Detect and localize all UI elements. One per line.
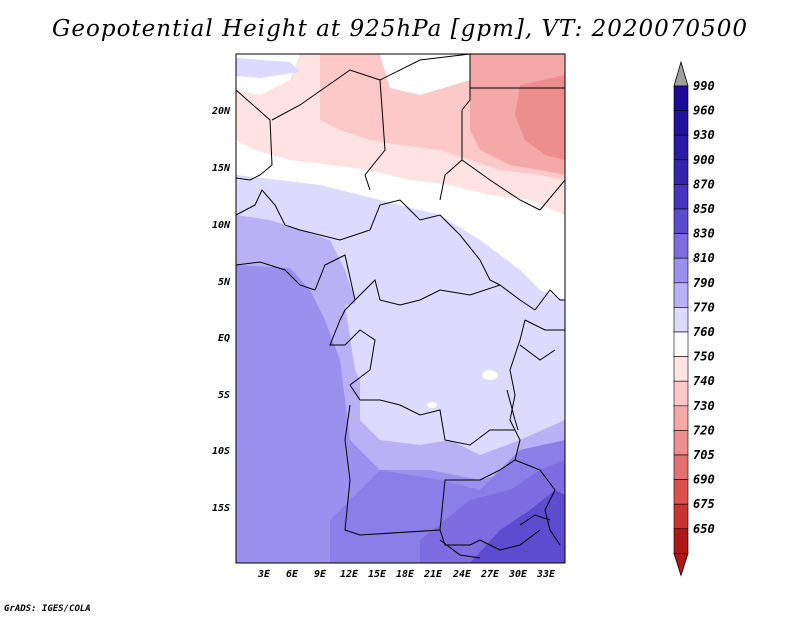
field-760-spot xyxy=(482,370,498,380)
colorbar-label: 900 xyxy=(693,153,715,167)
colorbar-label: 690 xyxy=(693,473,715,487)
colorbar-label: 790 xyxy=(693,276,715,290)
lon-tick-30e: 30E xyxy=(508,569,528,580)
country-borders xyxy=(236,54,565,559)
colorbar-label: 740 xyxy=(693,374,715,388)
colorbar-swatch xyxy=(673,356,689,382)
colorbar-swatch xyxy=(673,282,689,308)
colorbar-label: 705 xyxy=(693,448,715,462)
colorbar-label: 675 xyxy=(693,497,715,511)
colorbar-swatch xyxy=(673,159,689,185)
colorbar-label: 760 xyxy=(693,325,715,339)
lon-tick-3e: 3E xyxy=(257,569,271,580)
field-720 xyxy=(515,75,565,160)
map-frame xyxy=(235,53,566,564)
credit-label: GrADS: IGES/COLA xyxy=(4,604,91,614)
latitude-labels: 20N 15N 10N 5N EQ 5S 10S 15S xyxy=(211,106,231,514)
colorbar: 990 960 930 900 870 850 830 810 790 770 760 750 740 7… xyxy=(673,60,715,577)
lat-tick-20n: 20N xyxy=(211,106,231,117)
colorbar-swatch xyxy=(673,110,689,136)
lat-tick-10s: 10S xyxy=(212,446,230,457)
height-field xyxy=(236,54,565,563)
lat-tick-5n: 5N xyxy=(218,277,231,288)
colorbar-label: 990 xyxy=(693,79,715,93)
lon-tick-21e: 21E xyxy=(423,569,443,580)
colorbar-label: 830 xyxy=(693,227,715,241)
colorbar-swatch xyxy=(673,405,689,431)
lat-tick-15s: 15S xyxy=(212,503,230,514)
lon-tick-9e: 9E xyxy=(314,569,327,580)
field-770-nw xyxy=(236,58,300,78)
lon-tick-24e: 24E xyxy=(452,569,472,580)
colorbar-label: 770 xyxy=(693,300,715,314)
lat-tick-10n: 10N xyxy=(212,220,231,231)
field-870 xyxy=(470,490,565,563)
colorbar-swatch xyxy=(673,430,689,456)
colorbar-top-arrow xyxy=(673,60,689,87)
colorbar-label: 960 xyxy=(693,104,715,118)
colorbar-swatch xyxy=(673,380,689,407)
colorbar-swatch xyxy=(673,184,689,210)
lon-tick-6e: 6E xyxy=(286,569,299,580)
colorbar-swatch xyxy=(673,331,689,357)
colorbar-swatch xyxy=(673,257,689,284)
chart-title: Geopotential Height at 925hPa [gpm], VT:… xyxy=(52,16,748,42)
colorbar-label: 730 xyxy=(693,399,715,413)
lon-tick-15e: 15E xyxy=(368,569,387,580)
colorbar-bottom-arrow xyxy=(673,553,689,577)
colorbar-swatch xyxy=(673,454,689,480)
colorbar-label: 870 xyxy=(693,177,715,191)
lon-tick-27e: 27E xyxy=(480,569,500,580)
field-760-spot2 xyxy=(427,402,437,408)
colorbar-label: 810 xyxy=(693,251,715,265)
lon-tick-12e: 12E xyxy=(340,569,359,580)
colorbar-swatch xyxy=(673,307,689,333)
colorbar-label: 850 xyxy=(693,202,715,216)
colorbar-label: 930 xyxy=(693,128,715,142)
colorbar-swatch xyxy=(673,233,689,259)
colorbar-swatch xyxy=(673,528,689,554)
lat-tick-5s: 5S xyxy=(218,390,230,401)
colorbar-label: 720 xyxy=(693,423,715,437)
colorbar-swatch xyxy=(673,85,689,111)
longitude-labels: 3E 6E 9E 12E 15E 18E 21E 24E 27E 30E 33E xyxy=(257,569,556,580)
colorbar-label: 750 xyxy=(693,350,715,364)
lon-tick-18e: 18E xyxy=(396,569,415,580)
colorbar-swatch xyxy=(673,479,689,505)
lat-tick-15n: 15N xyxy=(212,163,231,174)
colorbar-swatch xyxy=(673,208,689,234)
colorbar-swatch xyxy=(673,503,689,530)
lon-tick-33e: 33E xyxy=(536,569,556,580)
colorbar-label: 650 xyxy=(693,522,715,536)
field-760-n xyxy=(380,54,470,95)
colorbar-swatch xyxy=(673,134,689,161)
lat-tick-eq: EQ xyxy=(218,333,230,344)
